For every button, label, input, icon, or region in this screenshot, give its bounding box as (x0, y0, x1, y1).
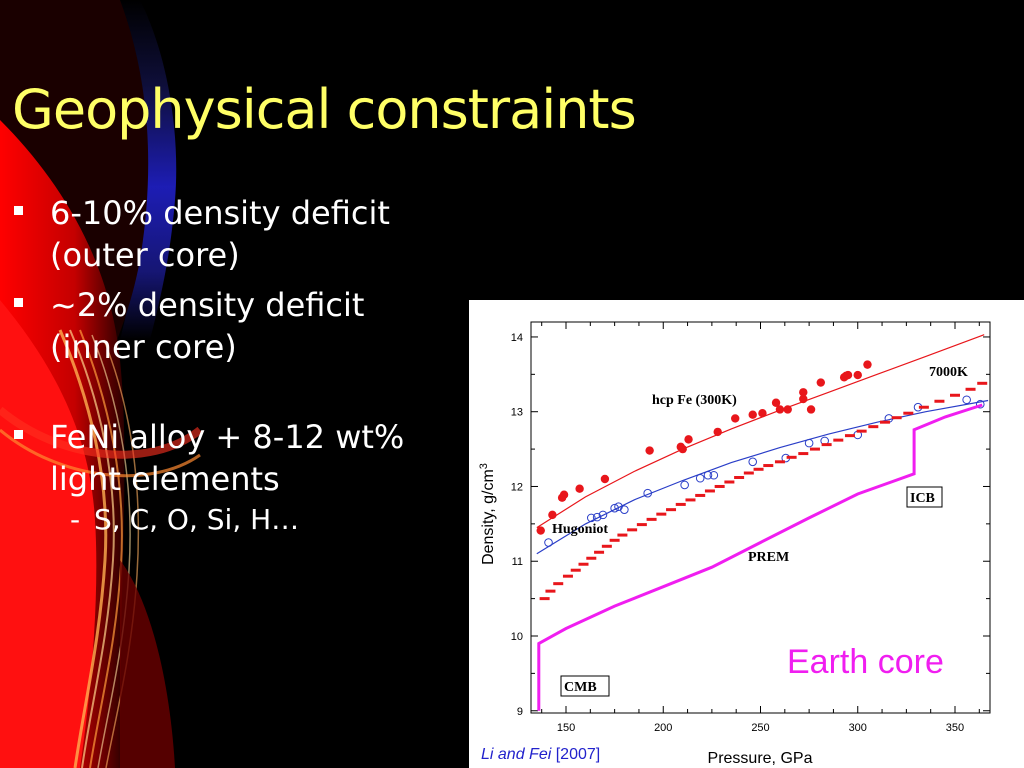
label-prem: PREM (748, 550, 789, 565)
hcp-fe-fit-line (536, 334, 985, 529)
bullet-marker (14, 206, 23, 215)
cmb-box (560, 675, 610, 697)
hcp-fe-300k-point (771, 398, 781, 407)
hugoniot-point (592, 512, 602, 522)
hugoniot-point (680, 480, 689, 490)
hcp-fe-300k-point (748, 410, 757, 419)
citation: Li and Fei [2007] (481, 746, 600, 764)
label-icb: ICB (910, 491, 935, 506)
label-hcp-fe: hcp Fe (300K) (652, 393, 737, 408)
bullet-line: light elements (50, 460, 280, 498)
y-axis-label-superscript: 3 (478, 463, 490, 469)
hcp-fe-300k-point (559, 490, 569, 499)
hcp-fe-300k-point (600, 474, 610, 484)
label-hugoniot: Hugoniot (552, 522, 608, 537)
sub-bullet-elements: - S, C, O, Si, H… (14, 502, 464, 538)
bullet-marker (14, 430, 23, 439)
hcp-fe-300k-point (758, 409, 767, 418)
prem-line (537, 403, 983, 711)
hcp-fe-300k-point (684, 435, 693, 444)
hcp-fe-300k-point (731, 414, 740, 423)
bullet-light-elements: FeNi alloy + 8-12 wt% light elements (14, 416, 464, 500)
hugoniot-point (962, 395, 971, 405)
x-tick-label: 150 (557, 722, 575, 734)
y-tick-label: 12 (511, 481, 523, 493)
y-tick-label: 10 (511, 631, 523, 643)
y-tick-label: 9 (517, 706, 523, 718)
y-tick-label: 13 (511, 407, 523, 419)
bullet-line: (outer core) (50, 236, 240, 274)
bullet-list: 6-10% density deficit (outer core) ~2% d… (14, 192, 464, 538)
hugoniot-point (598, 510, 608, 520)
bullet-line: 6-10% density deficit (50, 194, 390, 232)
hcp-fe-300k-point (816, 378, 825, 387)
hcp-fe-300k-point (799, 388, 808, 397)
label-earth-core: Earth core (787, 643, 944, 681)
citation-authors: Li and Fei (481, 746, 552, 763)
y-axis-label-text: Density, g/cm (480, 469, 497, 565)
sub-bullet-dash: - (70, 503, 81, 536)
bullet-marker (14, 298, 23, 307)
hcp-fe-300k-point (853, 370, 862, 380)
density-figure: 150 200 250 300 350 9 10 11 12 13 14 hcp Fe (300K)… (469, 300, 1024, 768)
hcp-fe-300k-point (645, 446, 654, 455)
icb-box (906, 486, 943, 508)
label-cmb: CMB (564, 680, 597, 695)
bullet-line: ~2% density deficit (50, 286, 365, 324)
sub-bullet-text: S, C, O, Si, H… (94, 503, 300, 536)
hugoniot-point (709, 470, 719, 480)
bullet-line: FeNi alloy + 8-12 wt% (50, 418, 405, 456)
bullet-line: (inner core) (50, 328, 237, 366)
y-axis-label: Density, g/cm3 (478, 463, 497, 565)
density-chart: 150 200 250 300 350 9 10 11 12 13 14 hcp Fe (300K)… (478, 321, 991, 767)
y-tick-label: 14 (511, 332, 523, 344)
hcp-fe-300k-point (863, 360, 872, 369)
bullet-inner-core-deficit: ~2% density deficit (inner core) (14, 284, 464, 368)
hcp-fe-300k-point (783, 405, 792, 414)
hcp-fe-300k-point (843, 370, 853, 380)
x-tick-label: 250 (751, 722, 769, 734)
citation-year: [2007] (555, 746, 601, 763)
bullet-outer-core-deficit: 6-10% density deficit (outer core) (14, 192, 464, 276)
hcp-fe-300k-point (536, 526, 545, 535)
x-tick-label: 300 (849, 722, 867, 734)
x-axis-label: Pressure, GPa (708, 750, 813, 767)
slide-title: Geophysical constraints (12, 78, 637, 141)
hugoniot-point (620, 505, 629, 514)
label-7000k: 7000K (929, 365, 968, 380)
hugoniot-point (975, 399, 985, 409)
x-tick-label: 200 (654, 722, 672, 734)
y-tick-label: 11 (512, 556, 523, 568)
hcp-fe-300k-point (575, 484, 584, 493)
x-tick-label: 350 (946, 722, 964, 734)
hugoniot-point (748, 457, 758, 467)
hcp-fe-300k-point (806, 405, 816, 414)
